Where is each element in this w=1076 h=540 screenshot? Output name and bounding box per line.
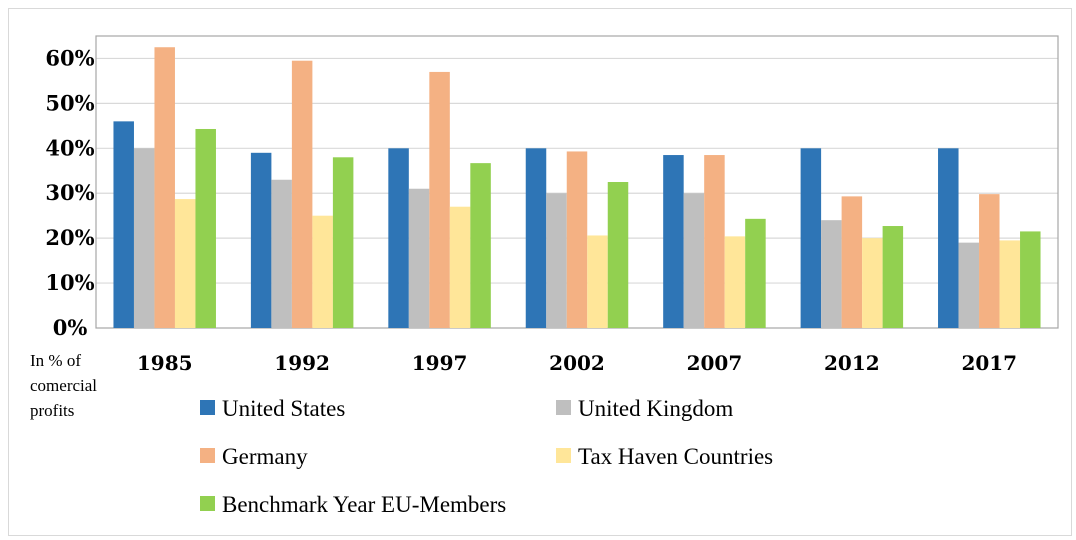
bar-benchmark-year-eu-members-2002 bbox=[607, 182, 629, 328]
bar-united-kingdom-1992 bbox=[271, 179, 292, 328]
legend-swatch bbox=[200, 448, 215, 463]
bar-benchmark-year-eu-members-1997 bbox=[470, 163, 491, 328]
x-tick-label: 2017 bbox=[961, 351, 1017, 375]
bar-united-states-2017 bbox=[938, 148, 959, 328]
bar-tax-haven-countries-2017 bbox=[999, 240, 1021, 328]
bar-united-kingdom-1985 bbox=[133, 148, 155, 328]
bar-united-kingdom-2002 bbox=[546, 193, 567, 328]
bar-tax-haven-countries-1997 bbox=[449, 206, 471, 328]
y-tick-label: 30% bbox=[45, 180, 94, 205]
bar-united-states-1985 bbox=[113, 121, 134, 328]
bars bbox=[113, 47, 1041, 328]
bar-tax-haven-countries-2012 bbox=[862, 238, 883, 328]
bar-benchmark-year-eu-members-1985 bbox=[195, 128, 216, 328]
y-tick-label: 50% bbox=[45, 90, 94, 115]
y-axis-ticks: 0% 10% 20% 30% 40% 50% 60% bbox=[45, 45, 94, 340]
legend-swatch bbox=[200, 496, 215, 511]
bar-germany-1997 bbox=[429, 71, 450, 328]
bar-united-states-2002 bbox=[525, 148, 547, 328]
bar-united-kingdom-2017 bbox=[958, 242, 980, 328]
legend-label: Tax Haven Countries bbox=[578, 444, 773, 469]
bar-benchmark-year-eu-members-1992 bbox=[332, 157, 354, 328]
legend-swatch bbox=[556, 448, 571, 463]
bar-united-kingdom-2007 bbox=[683, 193, 705, 328]
x-tick-label: 2012 bbox=[824, 351, 880, 375]
y-tick-label: 40% bbox=[45, 135, 94, 160]
bar-united-kingdom-2012 bbox=[821, 220, 842, 328]
legend-label: United Kingdom bbox=[578, 396, 733, 421]
bar-united-states-1992 bbox=[250, 152, 272, 328]
x-axis-labels: 1985 1992 1997 2002 2007 2012 2017 bbox=[137, 351, 1017, 375]
bar-united-kingdom-1997 bbox=[408, 188, 430, 328]
x-tick-label: 1992 bbox=[274, 351, 330, 375]
legend-label: United States bbox=[222, 396, 345, 421]
bar-benchmark-year-eu-members-2017 bbox=[1020, 231, 1041, 328]
x-tick-label: 1997 bbox=[412, 351, 468, 375]
legend-label: Benchmark Year EU-Members bbox=[222, 492, 506, 517]
bar-united-states-1997 bbox=[388, 148, 409, 328]
unit-note-line-1: In % of bbox=[30, 351, 81, 370]
x-tick-label: 2007 bbox=[687, 351, 743, 375]
legend: United States United Kingdom Germany Tax Ha… bbox=[200, 396, 773, 517]
y-tick-label: 0% bbox=[53, 315, 88, 340]
x-tick-label: 1985 bbox=[137, 351, 193, 375]
bar-germany-2012 bbox=[841, 196, 863, 328]
legend-swatch bbox=[556, 400, 571, 415]
bar-germany-2002 bbox=[566, 151, 588, 328]
bar-united-states-2007 bbox=[663, 155, 684, 328]
bar-tax-haven-countries-2002 bbox=[587, 235, 608, 328]
bar-tax-haven-countries-1992 bbox=[312, 215, 333, 328]
legend-label: Germany bbox=[222, 444, 308, 469]
legend-swatch bbox=[200, 400, 215, 415]
bar-benchmark-year-eu-members-2012 bbox=[882, 226, 904, 328]
y-tick-label: 60% bbox=[45, 45, 94, 70]
bar-tax-haven-countries-2007 bbox=[724, 236, 746, 328]
bar-germany-1992 bbox=[291, 60, 313, 328]
bar-united-states-2012 bbox=[800, 148, 822, 328]
y-unit-note: In % of comercial profits bbox=[30, 351, 97, 420]
bar-germany-2017 bbox=[979, 194, 1000, 328]
y-tick-label: 20% bbox=[45, 225, 94, 250]
bar-tax-haven-countries-1985 bbox=[174, 199, 196, 328]
bar-germany-1985 bbox=[154, 47, 175, 328]
unit-note-line-2: comercial bbox=[30, 376, 97, 395]
unit-note-line-3: profits bbox=[30, 401, 74, 420]
bar-germany-2007 bbox=[704, 155, 725, 328]
bar-benchmark-year-eu-members-2007 bbox=[745, 218, 766, 328]
y-tick-label: 10% bbox=[45, 270, 94, 295]
x-tick-label: 2002 bbox=[549, 351, 605, 375]
